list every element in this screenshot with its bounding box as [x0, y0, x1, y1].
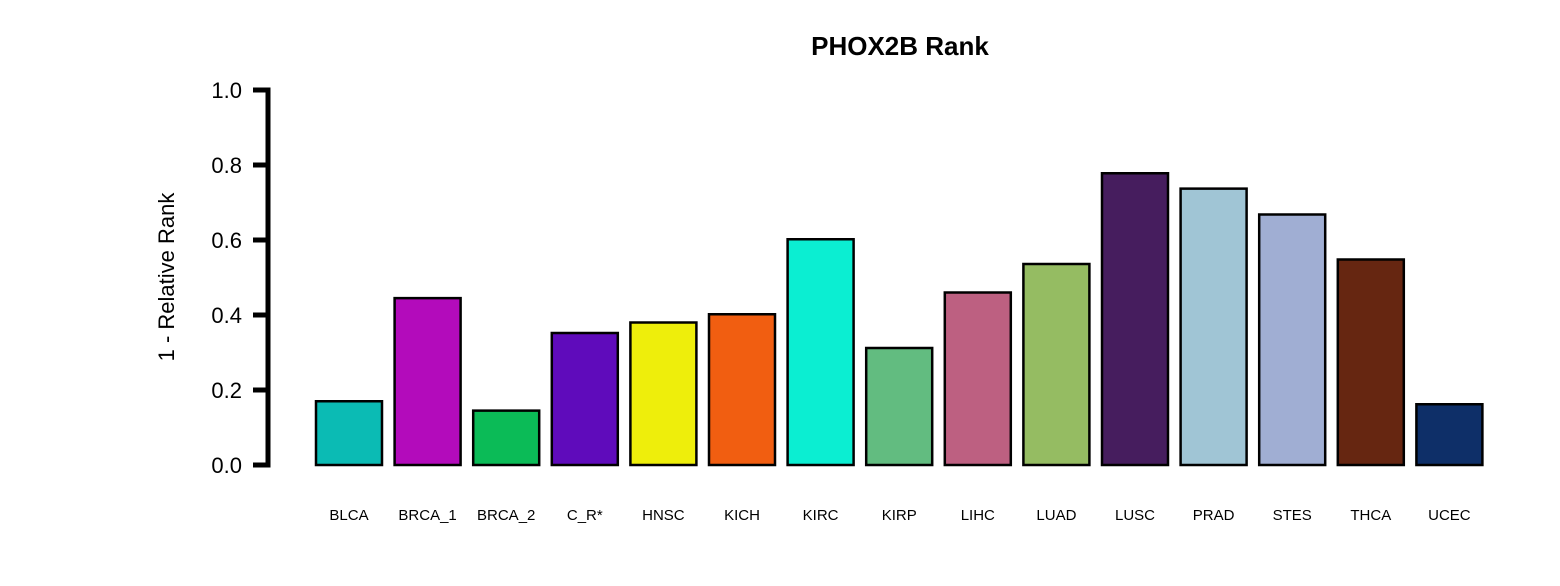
- bar-kich: [707, 313, 777, 467]
- x-tick-label: LUAD: [1036, 507, 1076, 524]
- bar-thca: [1336, 258, 1406, 467]
- y-tick-label: 0.2: [211, 378, 242, 403]
- x-tick-label: KIRC: [803, 507, 839, 524]
- x-tick-label: HNSC: [642, 507, 685, 524]
- y-tick-label: 0.6: [211, 228, 242, 253]
- x-tick-label: THCA: [1350, 507, 1391, 524]
- x-tick-label: KICH: [724, 507, 760, 524]
- bar-lusc: [1100, 172, 1170, 467]
- bar-prad: [1179, 187, 1248, 467]
- x-tick-label: BRCA_2: [477, 507, 535, 524]
- bar-brca-1: [393, 296, 462, 467]
- bar-brca-2: [471, 409, 541, 467]
- bar-ucec: [1415, 403, 1484, 467]
- bar-hnsc: [629, 321, 698, 467]
- bar-blca: [314, 400, 384, 467]
- y-tick-label: 0.8: [211, 153, 242, 178]
- x-tick-label: KIRP: [882, 507, 917, 524]
- y-axis: 0.0 0.2 0.4 0.6 0.8 1.0: [211, 78, 271, 478]
- bars-group: [314, 172, 1484, 467]
- x-tick-label: LUSC: [1115, 507, 1155, 524]
- x-tick-label: UCEC: [1428, 507, 1471, 524]
- x-tick-label: C_R*: [567, 507, 603, 524]
- bar-c-r-: [550, 331, 620, 467]
- bar-lihc: [943, 291, 1013, 467]
- bar-stes: [1257, 213, 1327, 467]
- x-tick-label: BRCA_1: [398, 507, 456, 524]
- x-tick-label: STES: [1273, 507, 1312, 524]
- x-tick-labels: BLCA BRCA_1 BRCA_2 C_R* HNSC KICH KIRC KIRP LIHC…: [329, 507, 1470, 524]
- x-tick-label: BLCA: [329, 507, 368, 524]
- y-tick-label: 1.0: [211, 78, 242, 103]
- chart-title: PHOX2B Rank: [811, 31, 989, 61]
- bar-kirc: [786, 238, 855, 467]
- x-tick-label: LIHC: [961, 507, 995, 524]
- bar-kirp: [864, 346, 934, 467]
- x-tick-label: PRAD: [1193, 507, 1235, 524]
- y-tick-label: 0.0: [211, 453, 242, 478]
- bar-luad: [1022, 262, 1091, 467]
- y-tick-label: 0.4: [211, 303, 242, 328]
- y-axis-label: 1 - Relative Rank: [154, 192, 179, 362]
